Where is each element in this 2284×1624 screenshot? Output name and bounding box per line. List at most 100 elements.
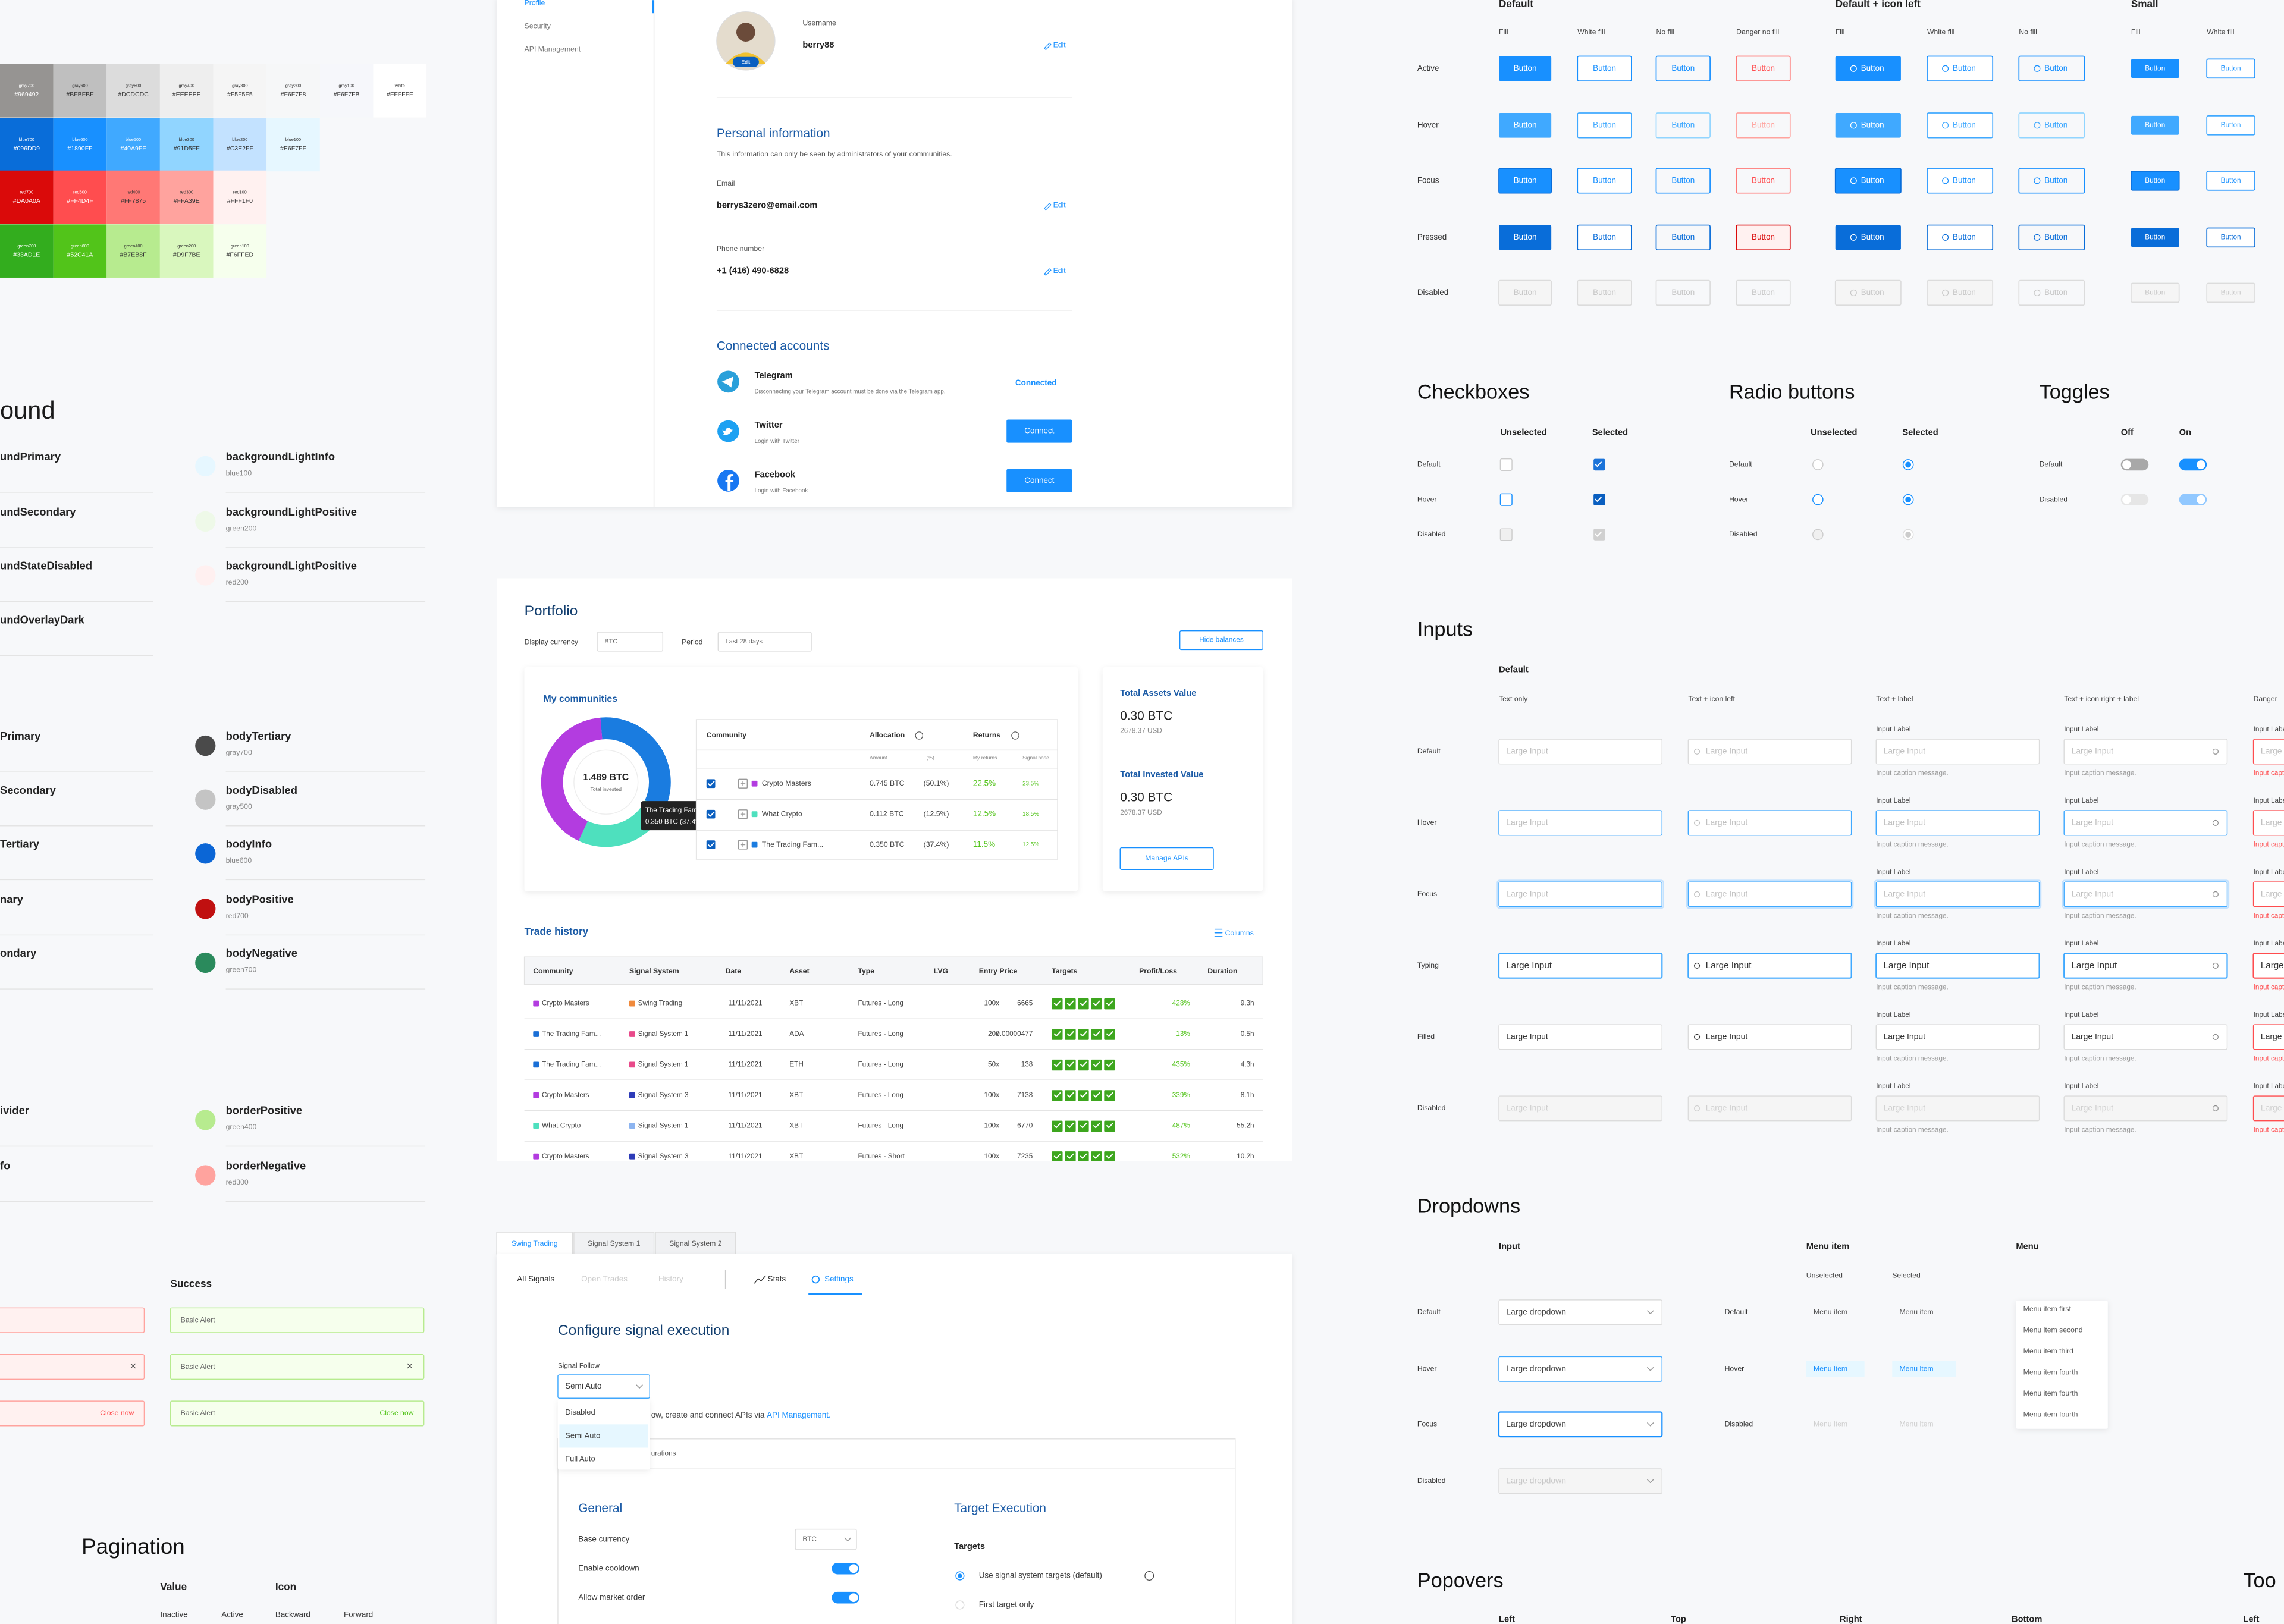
button[interactable] xyxy=(1927,168,1994,194)
input[interactable] xyxy=(1498,952,1663,979)
section-title: Toggles xyxy=(2040,381,2110,403)
input[interactable] xyxy=(2252,952,2284,979)
input[interactable] xyxy=(1687,1024,1852,1050)
input[interactable] xyxy=(2063,952,2228,979)
tab[interactable] xyxy=(573,1232,655,1255)
button[interactable] xyxy=(1927,224,1994,251)
swatch-hex: #1890FF xyxy=(67,145,92,152)
button[interactable] xyxy=(1119,847,1214,870)
input-text: Large Input xyxy=(2071,746,2113,756)
input[interactable] xyxy=(1875,1024,2040,1050)
button[interactable] xyxy=(2206,58,2255,79)
input[interactable] xyxy=(1875,952,2040,979)
button[interactable] xyxy=(1655,112,1711,139)
input[interactable] xyxy=(2063,1024,2228,1050)
section-heading: Configure signal execution xyxy=(558,1323,729,1339)
select[interactable] xyxy=(597,632,664,652)
input[interactable] xyxy=(2063,810,2228,836)
swatch-hex: #F6FFED xyxy=(227,252,254,259)
button[interactable] xyxy=(1927,112,1994,139)
input[interactable] xyxy=(1687,739,1852,765)
button[interactable] xyxy=(1835,112,1901,138)
button[interactable] xyxy=(2018,168,2085,194)
cell: 11/11/2021 xyxy=(728,1091,762,1099)
button[interactable] xyxy=(1006,419,1072,443)
column-label: Menu item xyxy=(1806,1242,1850,1251)
button[interactable] xyxy=(1577,112,1632,139)
button[interactable] xyxy=(1655,55,1711,81)
radio[interactable] xyxy=(955,1600,965,1610)
input[interactable] xyxy=(1875,739,2040,765)
button[interactable] xyxy=(2018,55,2085,81)
button[interactable] xyxy=(1736,112,1791,139)
menu-option: Full Auto xyxy=(565,1454,595,1463)
check xyxy=(1093,1123,1100,1129)
button-label: Button xyxy=(1514,120,1537,129)
button[interactable] xyxy=(2018,112,2085,139)
button[interactable] xyxy=(1499,225,1552,250)
input-caption: Input caption message. xyxy=(2254,912,2284,920)
button[interactable] xyxy=(2206,227,2255,248)
button[interactable] xyxy=(1179,630,1263,651)
radio[interactable] xyxy=(1812,459,1824,470)
select[interactable] xyxy=(795,1528,857,1550)
button[interactable] xyxy=(1577,55,1632,81)
dropdown[interactable] xyxy=(1498,1299,1663,1325)
button[interactable] xyxy=(2131,228,2179,247)
button[interactable] xyxy=(1498,168,1552,194)
input[interactable] xyxy=(1498,810,1663,836)
button[interactable] xyxy=(1927,55,1994,81)
input[interactable] xyxy=(2063,881,2228,907)
button[interactable] xyxy=(1655,224,1711,251)
button[interactable] xyxy=(1006,469,1072,492)
input[interactable] xyxy=(1687,952,1852,979)
input[interactable] xyxy=(1687,810,1852,836)
input[interactable] xyxy=(2252,881,2284,907)
checkbox[interactable] xyxy=(1499,493,1513,506)
button[interactable] xyxy=(1499,56,1552,81)
button[interactable] xyxy=(1499,112,1552,138)
button[interactable] xyxy=(1835,56,1901,81)
tab[interactable] xyxy=(655,1232,736,1255)
input[interactable] xyxy=(1687,881,1852,907)
tab[interactable] xyxy=(496,1232,573,1255)
dropdown[interactable] xyxy=(1498,1356,1663,1382)
button[interactable] xyxy=(2131,115,2179,135)
input[interactable] xyxy=(2252,739,2284,765)
input[interactable] xyxy=(1498,1024,1663,1050)
button[interactable] xyxy=(1834,168,1902,194)
button[interactable] xyxy=(1835,225,1901,250)
swatch-hex: #DA0A0A xyxy=(13,197,40,205)
radio[interactable] xyxy=(955,1571,965,1581)
input[interactable] xyxy=(2252,1024,2284,1050)
button[interactable] xyxy=(2131,59,2179,78)
button[interactable] xyxy=(1736,168,1791,194)
checkbox[interactable] xyxy=(1499,458,1513,471)
button-label: Button xyxy=(2221,233,2241,241)
menu-item: Menu item xyxy=(1899,1420,1933,1428)
row-label: Focus xyxy=(1417,175,1439,184)
radio[interactable] xyxy=(1812,494,1824,505)
button[interactable] xyxy=(2206,115,2255,136)
select[interactable] xyxy=(717,632,812,652)
button[interactable] xyxy=(1577,224,1632,251)
dropdown[interactable] xyxy=(1498,1411,1663,1438)
label: Base currency xyxy=(578,1534,629,1543)
row-label: Hover xyxy=(1729,495,1749,503)
button[interactable] xyxy=(1736,224,1791,251)
button[interactable] xyxy=(2018,224,2085,251)
input[interactable] xyxy=(1875,881,2040,907)
input-text: Large Input xyxy=(1884,746,1926,756)
button[interactable] xyxy=(2206,171,2255,191)
button[interactable] xyxy=(1736,55,1791,81)
button[interactable] xyxy=(1577,168,1632,194)
input[interactable] xyxy=(1875,810,2040,836)
input[interactable] xyxy=(2252,810,2284,836)
button[interactable] xyxy=(2131,171,2180,191)
check xyxy=(1066,1153,1074,1159)
input[interactable] xyxy=(1498,881,1663,907)
button[interactable] xyxy=(1655,168,1711,194)
select[interactable] xyxy=(557,1374,650,1399)
input[interactable] xyxy=(1498,739,1663,765)
input[interactable] xyxy=(2063,739,2228,765)
